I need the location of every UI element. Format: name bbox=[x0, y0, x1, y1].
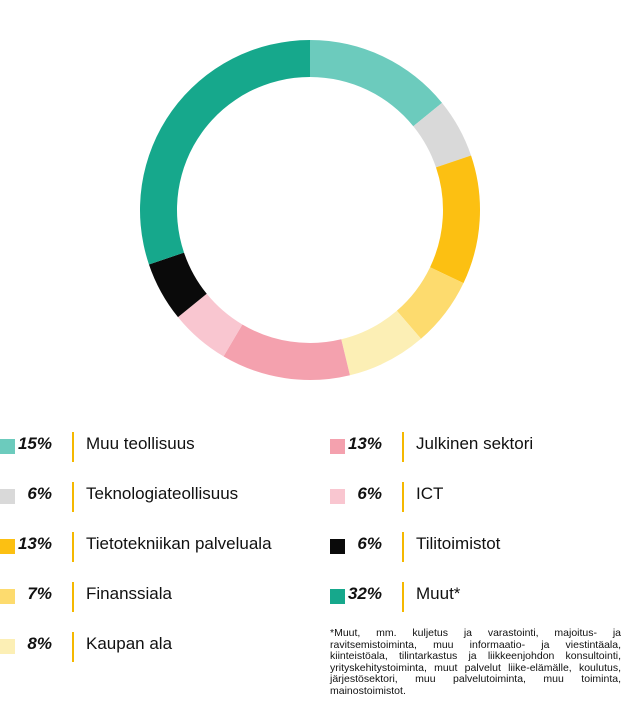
legend-item-tilitoimistot: 6% Tilitoimistot bbox=[330, 531, 621, 581]
donut-slice-ict bbox=[177, 293, 243, 357]
legend-item-ict: 6% ICT bbox=[330, 481, 621, 531]
legend-percentage: 15% bbox=[17, 434, 52, 453]
footnote: *Muut, mm. kuljetus ja varastointi, majo… bbox=[330, 627, 621, 697]
legend-item-muu-teollisuus: 15% Muu teollisuus bbox=[0, 431, 300, 481]
legend-label: Julkinen sektori bbox=[416, 434, 534, 453]
legend-item-muut: 32% Muut* bbox=[330, 581, 621, 631]
legend-swatch bbox=[330, 539, 345, 554]
legend-swatch bbox=[0, 589, 15, 604]
legend-swatch bbox=[0, 439, 15, 454]
legend-label: Kaupan ala bbox=[86, 634, 173, 653]
legend-item-teknologiateollisuus: 6% Teknologiateollisuus bbox=[0, 481, 300, 531]
legend-item-tietotekniikan-palveluala: 13% Tietotekniikan palveluala bbox=[0, 531, 300, 581]
legend-separator bbox=[72, 632, 74, 662]
legend-item-finanssiala: 7% Finanssiala bbox=[0, 581, 300, 631]
legend-separator bbox=[402, 532, 404, 562]
legend-percentage: 8% bbox=[27, 634, 52, 653]
legend-separator bbox=[72, 482, 74, 512]
legend-left: 15% Muu teollisuus 6% Teknologiateollisu… bbox=[0, 431, 300, 681]
legend-label: Tietotekniikan palveluala bbox=[86, 534, 272, 553]
legend-swatch bbox=[330, 589, 345, 604]
legend-label: Muu teollisuus bbox=[86, 434, 195, 453]
legend-label: Muut* bbox=[416, 584, 461, 603]
donut-slice-teknologiateollisuus bbox=[413, 102, 472, 168]
donut-slice-kaupan-ala bbox=[341, 310, 421, 376]
legend-separator bbox=[402, 482, 404, 512]
legend-item-kaupan-ala: 8% Kaupan ala bbox=[0, 631, 300, 681]
legend-label: Finanssiala bbox=[86, 584, 172, 603]
legend-swatch bbox=[0, 639, 15, 654]
donut-slice-julkinen-sektori bbox=[223, 324, 350, 380]
legend-percentage: 6% bbox=[357, 484, 382, 503]
legend-label: Tilitoimistot bbox=[416, 534, 501, 553]
donut-slice-tilitoimistot bbox=[148, 252, 207, 318]
legend-label: ICT bbox=[416, 484, 444, 503]
legend-separator bbox=[72, 582, 74, 612]
legend-swatch bbox=[0, 489, 15, 504]
legend-label: Teknologiateollisuus bbox=[86, 484, 239, 503]
donut-chart bbox=[140, 40, 480, 380]
donut-slice-finanssiala bbox=[396, 267, 464, 339]
donut-slice-muu-teollisuus bbox=[310, 40, 443, 127]
legend-separator bbox=[72, 432, 74, 462]
donut-slice-tietotekniikan-palveluala bbox=[430, 155, 480, 284]
legend-right: 13% Julkinen sektori 6% ICT 6% Tilitoimi… bbox=[330, 431, 621, 631]
legend-percentage: 13% bbox=[347, 434, 382, 453]
legend-item-julkinen-sektori: 13% Julkinen sektori bbox=[330, 431, 621, 481]
legend-separator bbox=[402, 582, 404, 612]
legend-percentage: 13% bbox=[17, 534, 52, 553]
legend-swatch bbox=[0, 539, 15, 554]
legend-separator bbox=[402, 432, 404, 462]
legend-swatch bbox=[330, 439, 345, 454]
legend-percentage: 6% bbox=[27, 484, 52, 503]
legend-swatch bbox=[330, 489, 345, 504]
legend-percentage: 32% bbox=[347, 584, 382, 603]
legend-percentage: 6% bbox=[357, 534, 382, 553]
donut-slice-muut bbox=[140, 40, 310, 265]
legend-percentage: 7% bbox=[27, 584, 52, 603]
legend-separator bbox=[72, 532, 74, 562]
